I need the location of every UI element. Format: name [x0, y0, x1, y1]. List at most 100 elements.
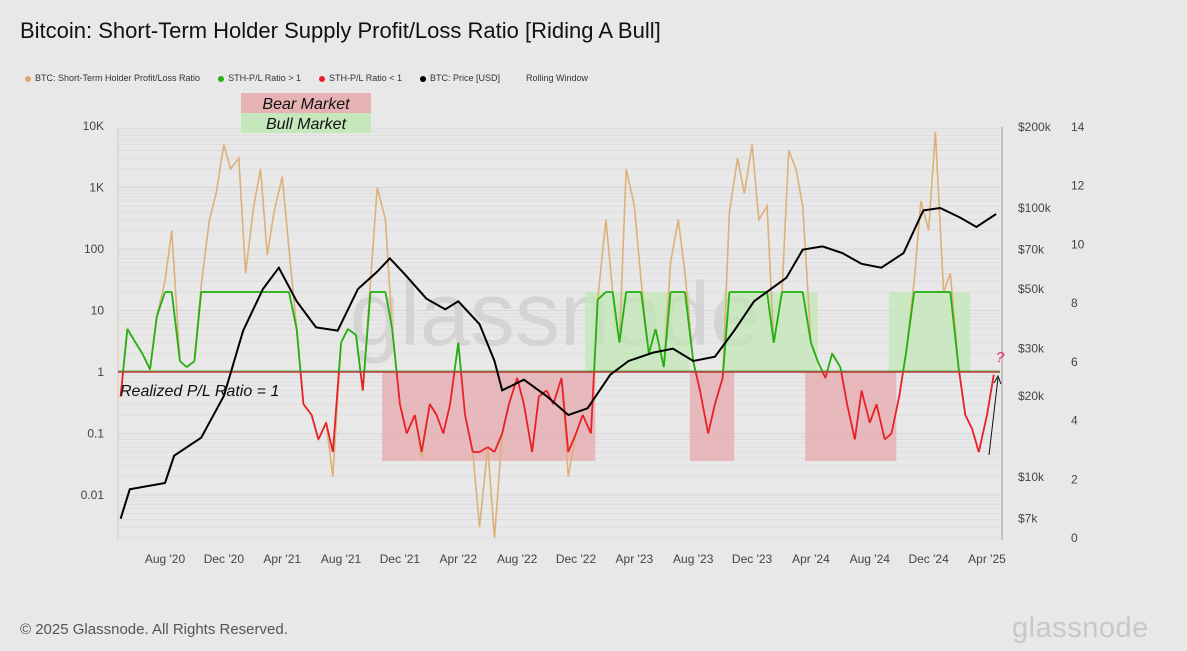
ratio-segment	[331, 371, 340, 453]
ratio-above-1-segment	[831, 353, 842, 368]
right-tick-label: 10	[1071, 237, 1085, 251]
ratio-below-1-segment	[699, 390, 710, 434]
ratio-line-label: Realized P/L Ratio = 1	[120, 383, 279, 400]
bear-market-region	[382, 372, 596, 461]
ratio-below-1-segment	[413, 414, 423, 453]
legend-label: STH-P/L Ratio < 1	[329, 73, 402, 83]
right-tick-label: 4	[1071, 414, 1078, 428]
ratio-below-1-segment	[325, 422, 334, 453]
left-tick-label: 1	[97, 365, 104, 379]
x-tick-label: Dec '20	[204, 552, 245, 566]
ratio-below-1-segment	[523, 404, 533, 453]
ratio-above-1-segment	[949, 291, 960, 368]
ratio-below-1-segment	[420, 404, 431, 453]
bull-label-box	[241, 113, 371, 133]
ratio-below-1-segment	[493, 433, 504, 453]
price-tick-label: $7k	[1018, 512, 1038, 526]
legend-item-price[interactable]: BTC: Price [USD]	[419, 73, 500, 83]
watermark: glassnode	[350, 265, 760, 365]
right-tick-label: 12	[1071, 179, 1085, 193]
legend-item-sth-ratio[interactable]: BTC: Short-Term Holder Profit/Loss Ratio	[25, 73, 200, 83]
ratio-above-1-segment	[179, 360, 188, 368]
ratio-below-1-segment	[399, 403, 408, 434]
legend-item-rolling-window[interactable]: Rolling Window	[526, 73, 588, 83]
ratio-segment	[449, 371, 456, 405]
legend: BTC: Short-Term Holder Profit/Loss Ratio…	[25, 73, 588, 83]
copyright: © 2025 Glassnode. All Rights Reserved.	[20, 621, 288, 638]
ratio-segment	[902, 353, 907, 373]
ratio-segment	[460, 371, 466, 416]
price-tick-label: $30k	[1018, 342, 1045, 356]
ratio-below-1-segment	[884, 432, 893, 441]
legend-label: Rolling Window	[525, 73, 589, 83]
x-tick-label: Dec '24	[908, 552, 949, 566]
ratio-above-1-segment	[134, 342, 144, 354]
ratio-above-1-segment	[810, 342, 819, 362]
price-tick-label: $200k	[1018, 120, 1052, 134]
right-tick-label: 0	[1071, 531, 1078, 545]
ratio-above-1-segment	[149, 316, 158, 370]
ratio-segment	[363, 291, 372, 373]
legend-label: STH-P/L Ratio > 1	[228, 73, 302, 83]
ratio-above-1-segment	[654, 328, 665, 368]
x-tick-label: Dec '23	[732, 552, 773, 566]
ratio-below-1-segment	[575, 414, 584, 434]
arrowhead-icon	[993, 374, 1002, 385]
x-tick-label: Aug '20	[145, 552, 186, 566]
ratio-above-1-segment	[288, 291, 298, 330]
ratio-above-1-segment	[193, 291, 203, 362]
ratio-below-1-segment	[302, 403, 313, 416]
ratio-segment	[824, 371, 828, 379]
brand-logo: glassnode	[1012, 612, 1149, 644]
price-tick-label: $10k	[1018, 470, 1045, 484]
left-tick-label: 1K	[89, 181, 104, 195]
ratio-above-1-segment	[170, 291, 181, 362]
x-tick-label: Aug '21	[321, 552, 362, 566]
ratio-below-1-segment	[964, 414, 973, 430]
ratio-above-1-segment	[801, 291, 812, 343]
legend-dot-icon	[25, 75, 31, 82]
legend-item-below-1[interactable]: STH-P/L Ratio < 1	[319, 73, 402, 83]
ratio-above-1-segment	[347, 328, 357, 336]
ratio-below-1-segment	[714, 377, 724, 405]
ratio-above-1-segment	[186, 360, 195, 368]
ratio-segment	[299, 371, 305, 405]
ratio-below-1-segment	[487, 446, 496, 453]
ratio-segment	[337, 342, 342, 373]
left-tick-label: 10	[91, 304, 105, 318]
bull-market-region	[889, 291, 971, 372]
ratio-segment	[457, 342, 462, 373]
ratio-below-1-segment	[977, 414, 988, 453]
bear-label-box	[241, 93, 371, 113]
question-mark: ?	[996, 349, 1005, 366]
ratio-below-1-segment	[890, 396, 901, 434]
x-tick-label: Apr '25	[968, 552, 1006, 566]
x-tick-label: Aug '23	[673, 552, 714, 566]
ratio-below-1-segment	[875, 403, 886, 440]
ratio-segment	[122, 328, 129, 373]
x-tick-label: Apr '21	[263, 552, 301, 566]
price-tick-label: $100k	[1018, 201, 1052, 215]
x-tick-label: Apr '23	[616, 552, 654, 566]
right-tick-label: 6	[1071, 355, 1078, 369]
ratio-below-1-segment	[508, 377, 519, 405]
bull-market-region	[722, 291, 818, 372]
ratio-segment	[826, 353, 834, 373]
ratio-below-1-segment	[501, 403, 510, 434]
ratio-below-1-segment	[405, 414, 416, 434]
price-line	[119, 206, 997, 519]
legend-item-above-1[interactable]: STH-P/L Ratio > 1	[218, 73, 301, 83]
ratio-below-1-segment	[442, 403, 451, 434]
ratio-below-1-segment	[531, 396, 540, 453]
ratio-below-1-segment	[310, 414, 320, 440]
legend-dot-icon	[419, 75, 426, 82]
ratio-above-1-segment	[597, 291, 607, 301]
ratio-segment	[361, 371, 366, 391]
bull-market-region	[585, 291, 690, 372]
trend-arrow-icon	[988, 377, 999, 456]
ratio-above-1-segment	[772, 291, 783, 343]
legend-label: BTC: Price [USD]	[429, 73, 500, 83]
ratio-below-1-segment	[567, 433, 577, 453]
